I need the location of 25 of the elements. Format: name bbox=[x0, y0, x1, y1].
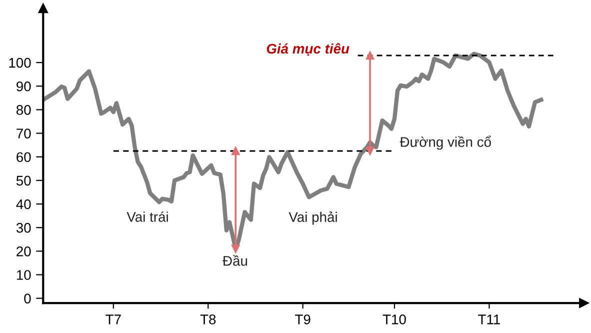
y-tick-label: 20 bbox=[16, 246, 31, 256]
point bbox=[366, 146, 374, 156]
annotation: Đầu bbox=[222, 254, 248, 266]
series-label: Đường viền cổ bbox=[400, 136, 491, 150]
y-tick-label: 80 bbox=[16, 105, 31, 115]
annotation: Vai trái bbox=[126, 211, 168, 222]
y-tick-label: 90 bbox=[16, 81, 31, 92]
y-tick-label: 100 bbox=[9, 58, 31, 68]
y-tick-label: 30 bbox=[16, 222, 31, 233]
y-tick-label: 10 bbox=[16, 270, 31, 280]
point bbox=[231, 146, 240, 156]
x-tick-label: T10 bbox=[382, 314, 406, 324]
annotation: Vai phải bbox=[288, 211, 337, 225]
y-tick-label: 0 bbox=[24, 294, 31, 304]
x-tick-label: T7 bbox=[106, 314, 121, 324]
x-tick-label: T9 bbox=[295, 314, 310, 324]
point bbox=[366, 51, 374, 60]
y-tick-label: 50 bbox=[16, 176, 31, 186]
y-tick-label: 70 bbox=[16, 128, 31, 138]
y-tick-label: 60 bbox=[16, 152, 31, 162]
y-tick-label: 40 bbox=[16, 199, 31, 210]
x-tick-label: T8 bbox=[200, 314, 216, 324]
x-tick-label: T11 bbox=[478, 314, 500, 324]
series-label: Giá mục tiêu bbox=[266, 43, 350, 56]
point bbox=[231, 244, 240, 253]
